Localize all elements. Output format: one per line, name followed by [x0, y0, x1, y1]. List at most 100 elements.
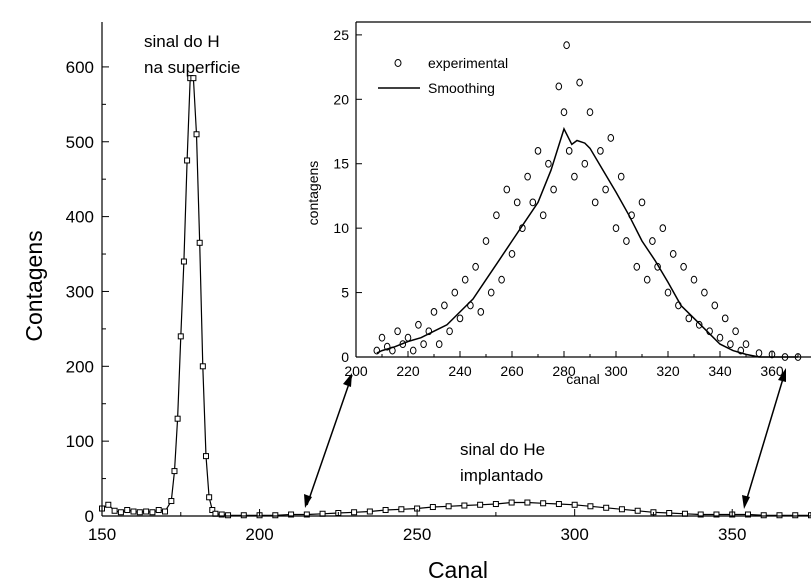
inset-ytick-label: 0 [341, 349, 349, 365]
main-data-point [603, 504, 610, 511]
inset-experimental-point [649, 237, 656, 245]
inset-experimental-point [430, 308, 438, 316]
inset-experimental-point [498, 275, 505, 284]
main-xtick-label: 250 [403, 525, 431, 544]
main-data-point [196, 239, 203, 246]
inset-background [356, 22, 811, 358]
arrow-left-line [306, 374, 353, 506]
arrow-right-head-bottom [742, 495, 750, 509]
inset-xtick-label: 300 [604, 363, 628, 379]
inset-xtick-label: 240 [448, 363, 472, 379]
inset-xtick-label: 200 [344, 363, 368, 379]
inset-experimental-point [441, 301, 448, 310]
inset-experimental-point [643, 275, 651, 284]
inset-experimental-point [690, 275, 698, 284]
arrow-right-head-top [778, 368, 786, 382]
inset-experimental-point [623, 237, 630, 245]
main-data-point [445, 503, 452, 510]
inset-xtick-label: 320 [656, 363, 680, 379]
annotation-h-line1: sinal do H [144, 32, 220, 51]
legend: experimental Smoothing [378, 55, 508, 96]
main-data-point [618, 506, 625, 513]
main-data-point [398, 506, 405, 513]
main-data-point [429, 504, 436, 511]
inset-ticks: 0 5 10 15 20 25 200 220 240 260 280 300 320 340 360 [333, 27, 799, 379]
inset-ytick-label: 15 [333, 156, 349, 172]
inset-experimental-point [404, 333, 412, 342]
inset-experimental-point [571, 172, 578, 181]
inset-experimental-point [602, 185, 609, 194]
inset-experimental-point [420, 340, 427, 349]
arrow-right-line [744, 371, 786, 506]
inset-experimental-point [415, 320, 422, 329]
inset-experimental-point [633, 262, 641, 271]
main-data-point [776, 512, 783, 519]
inset-xtick-label: 360 [760, 363, 784, 379]
legend-label-smoothing: Smoothing [428, 80, 495, 96]
main-data-point [666, 510, 673, 517]
inset-experimental-point [487, 288, 495, 297]
main-data-point [366, 508, 373, 515]
inset-experimental-point [461, 275, 469, 284]
main-data-point [149, 509, 156, 516]
main-data-point [571, 501, 578, 508]
main-data-point [117, 509, 124, 516]
inset-ylabel: contagens [305, 161, 321, 226]
main-data-point [492, 501, 499, 508]
pointer-arrows [304, 368, 786, 509]
inset-axes [355, 21, 811, 358]
inset-experimental-point [565, 146, 573, 155]
inset-xlabel: canal [566, 371, 599, 387]
main-data-point [206, 494, 213, 501]
main-data-point [155, 507, 162, 514]
main-data-point [792, 512, 799, 519]
inset-experimental-point [607, 134, 615, 142]
main-data-point [524, 499, 531, 506]
inset-ytick-label: 10 [333, 220, 349, 236]
main-data-point [190, 75, 197, 82]
main-ytick-label: 0 [85, 507, 94, 526]
main-data-point [808, 512, 811, 519]
main-data-point [105, 501, 112, 508]
annotation-he-line2: implantado [460, 466, 543, 485]
main-data-point [382, 507, 389, 514]
inset-experimental-point [716, 333, 724, 342]
annotation-h-line2: na superficie [144, 58, 240, 77]
main-data-point [202, 453, 209, 460]
inset-experimental-point [581, 159, 589, 168]
main-ytick-label: 100 [66, 432, 94, 451]
inset-experimental-point [755, 349, 763, 358]
inset-experimental-point [742, 340, 750, 349]
inset-experimental-point [482, 237, 490, 245]
main-data-point [184, 157, 191, 164]
main-xlabel: Canal [428, 557, 488, 583]
inset-experimental-point [711, 301, 719, 310]
main-data-point [760, 512, 767, 519]
inset-ytick-label: 5 [341, 285, 349, 301]
main-data-point [174, 415, 181, 422]
inset-experimental-point [732, 327, 739, 336]
main-data-point [218, 511, 225, 518]
main-data-point [240, 512, 247, 519]
annotation-he-line1: sinal do He [460, 440, 545, 459]
main-data-point [177, 333, 184, 340]
inset-experimental-point [456, 314, 464, 323]
inset-experimental-point [477, 308, 485, 316]
main-ytick-label: 400 [66, 208, 94, 227]
main-data-point [272, 512, 279, 519]
inset-experimental-point [591, 198, 599, 207]
main-data-point [697, 511, 704, 518]
inset-experimental-point [508, 250, 516, 258]
inset-xtick-label: 280 [552, 363, 576, 379]
main-data-point [136, 509, 143, 516]
inset-experimental-point [446, 327, 453, 336]
inset-experimental-point [534, 146, 542, 155]
inset-series [373, 41, 802, 361]
main-data-point [168, 498, 175, 505]
main-data-point [587, 503, 594, 510]
inset-experimental-point [451, 288, 459, 297]
inset-experimental-point [545, 159, 552, 168]
